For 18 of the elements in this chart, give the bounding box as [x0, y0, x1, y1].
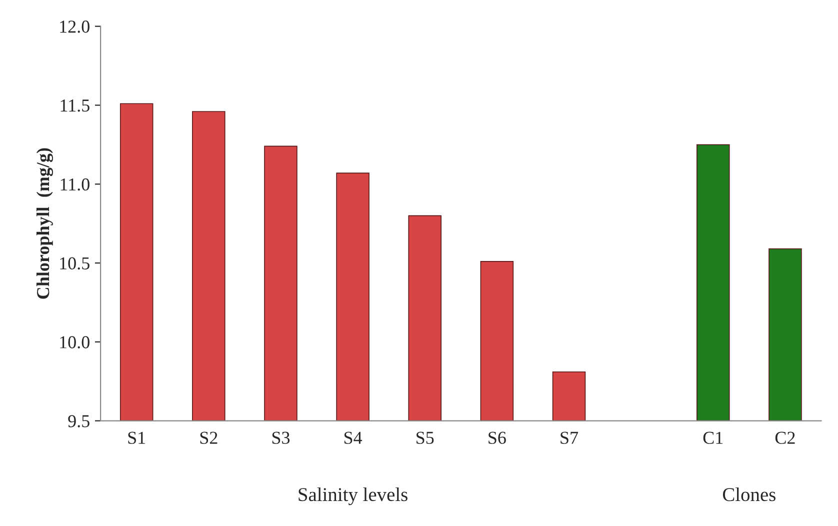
x-tick-label: S2 — [200, 432, 218, 444]
y-axis-title: Chlorophyll (mg/g) — [36, 148, 53, 299]
x-tick-label: S5 — [416, 432, 434, 444]
text: Salinity levels — [298, 487, 408, 506]
y-tick-label: 10.0 — [60, 336, 90, 348]
y-tick-label: 12.0 — [60, 20, 90, 33]
y-tick-label: 10.5 — [60, 257, 90, 270]
x-tick-label: S6 — [488, 432, 506, 444]
y-tick-label: 11.0 — [60, 178, 90, 191]
y-tick-label: 9.5 — [68, 415, 90, 428]
y-tick-label: 11.5 — [60, 100, 90, 112]
x-tick-label: S1 — [128, 432, 146, 444]
x-tick-label: S3 — [272, 432, 290, 444]
text: Clones — [722, 487, 776, 502]
x-tick-label: C2 — [775, 432, 795, 444]
x-tick-label: S4 — [344, 432, 362, 444]
x-tick-label: S7 — [560, 432, 578, 444]
x-tick-label: C1 — [703, 432, 723, 444]
